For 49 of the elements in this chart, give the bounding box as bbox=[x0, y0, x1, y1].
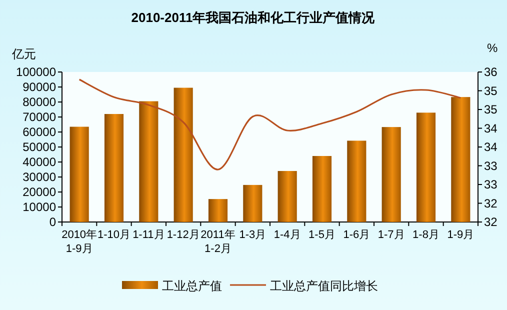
legend-label: 工业总产值同比增长 bbox=[270, 279, 378, 293]
bar bbox=[451, 97, 470, 222]
y2-tick-label: 34 bbox=[484, 121, 498, 136]
y2-tick-label: 32 bbox=[484, 196, 498, 210]
bar bbox=[208, 199, 228, 222]
bar bbox=[174, 88, 193, 222]
y-tick-label: 90000 bbox=[22, 80, 56, 94]
y-tick-label: 100000 bbox=[16, 65, 56, 79]
bar bbox=[416, 112, 436, 222]
y-axis-title: 亿元 bbox=[11, 47, 36, 61]
bar bbox=[243, 184, 262, 222]
y-tick-label: 60000 bbox=[22, 125, 56, 139]
y-tick-label: 30000 bbox=[22, 170, 56, 184]
y2-axis-title: % bbox=[487, 41, 498, 55]
y2-tick-label: 33 bbox=[484, 158, 498, 173]
bar bbox=[139, 101, 158, 222]
x-tick-label: 1-12月 bbox=[166, 229, 200, 241]
chart-title: 2010-2011年我国石油和化工行业产值情况 bbox=[131, 10, 376, 25]
x-tick-label: 1-11月 bbox=[132, 229, 165, 241]
bar bbox=[104, 114, 124, 222]
y-tick-label: 80000 bbox=[22, 95, 56, 109]
x-tick-label: 1-4月 bbox=[274, 229, 301, 241]
bar bbox=[278, 171, 297, 222]
y-tick-label: 70000 bbox=[22, 110, 56, 124]
bar bbox=[312, 156, 332, 222]
legend-label: 工业总产值 bbox=[162, 279, 222, 293]
x-tick-label: 1-5月 bbox=[308, 229, 336, 241]
y-tick-label: 40000 bbox=[22, 155, 56, 169]
x-tick-label: 2010年1-9月 bbox=[62, 229, 98, 255]
y2-tick-label: 35 bbox=[484, 102, 498, 116]
x-tick-label: 1-8月 bbox=[412, 229, 440, 241]
y-tick-label: 10000 bbox=[22, 200, 56, 214]
y2-tick-label: 32 bbox=[484, 215, 498, 229]
y-tick-label: 0 bbox=[49, 215, 56, 229]
x-tick-label: 1-7月 bbox=[378, 229, 405, 241]
y2-tick-label: 36 bbox=[484, 65, 498, 79]
x-tick-label: 2011年1-2月 bbox=[200, 229, 236, 255]
y2-tick-label: 35 bbox=[484, 84, 498, 98]
bar bbox=[347, 140, 366, 222]
x-tick-label: 1-9月 bbox=[447, 229, 474, 241]
x-tick-label: 1-6月 bbox=[343, 229, 370, 241]
x-tick-label: 1-10月 bbox=[97, 229, 131, 241]
y-tick-label: 50000 bbox=[22, 140, 56, 154]
bar bbox=[382, 127, 401, 222]
x-tick-label: 1-3月 bbox=[239, 229, 266, 241]
y-tick-label: 20000 bbox=[22, 185, 56, 199]
y2-tick-label: 33 bbox=[484, 178, 498, 192]
bar bbox=[70, 126, 89, 222]
y2-tick-label: 34 bbox=[484, 140, 498, 154]
